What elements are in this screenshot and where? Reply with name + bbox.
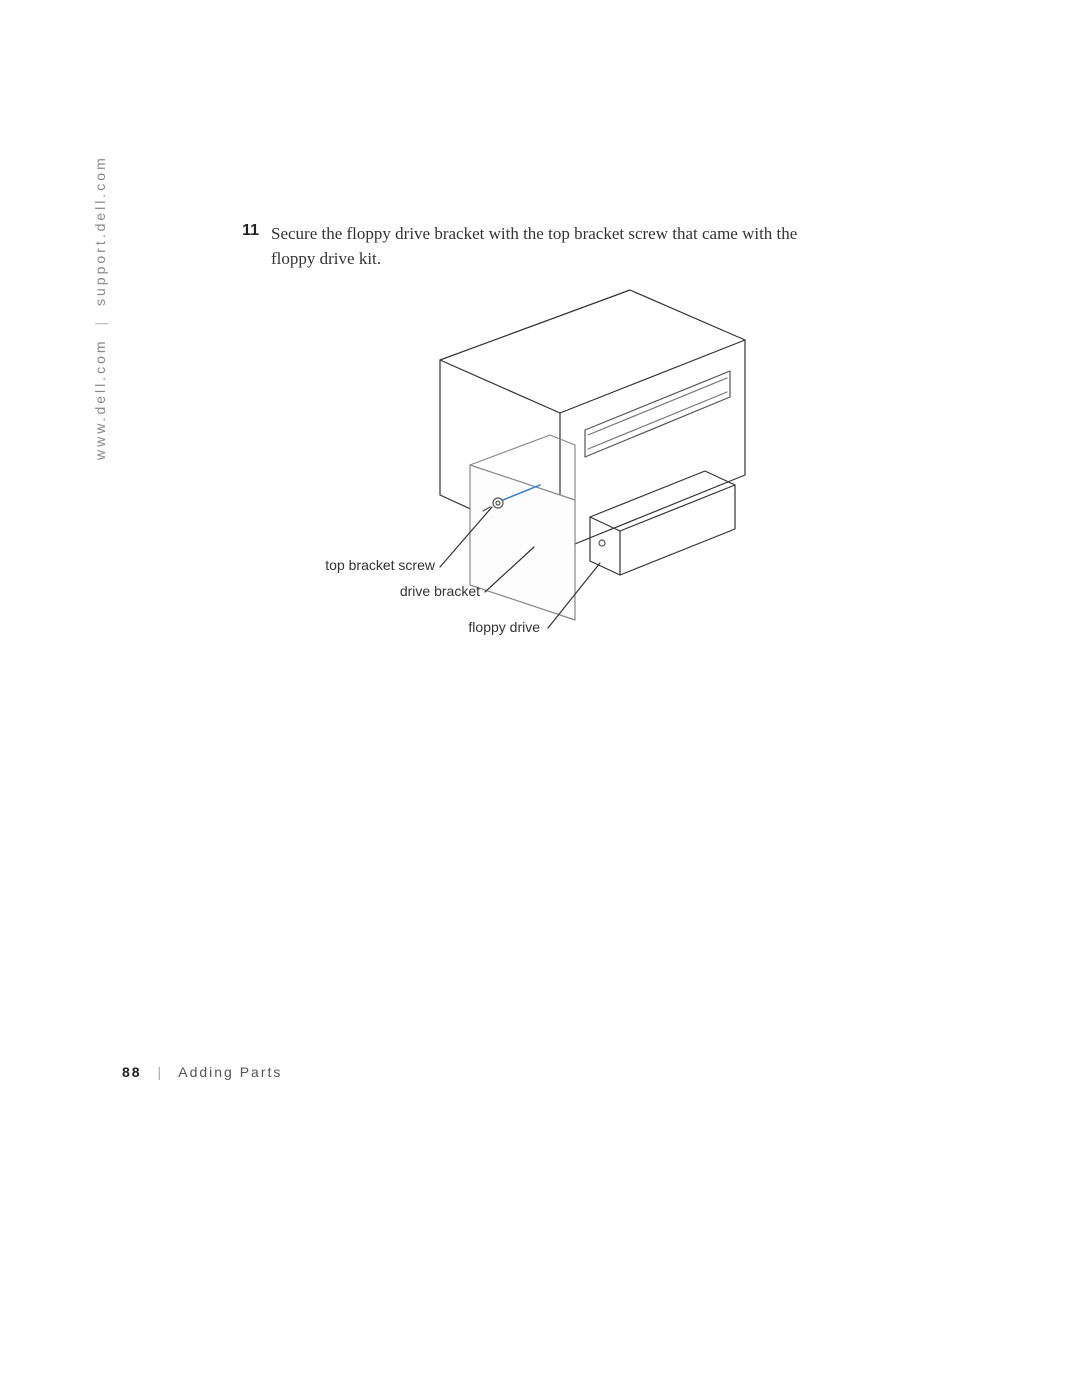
sidebar-url1: www.dell.com	[92, 338, 108, 460]
footer-separator: |	[157, 1064, 163, 1080]
footer-page-number: 88	[122, 1064, 142, 1080]
step-row: 11 Secure the floppy drive bracket with …	[225, 222, 845, 271]
label-top-bracket-screw: top bracket screw	[280, 557, 435, 573]
step-text: Secure the floppy drive bracket with the…	[271, 222, 845, 271]
label-floppy-drive: floppy drive	[400, 619, 540, 635]
sidebar-divider: |	[92, 319, 108, 326]
footer: 88 | Adding Parts	[122, 1064, 282, 1080]
diagram: top bracket screw drive bracket floppy d…	[300, 285, 760, 685]
content-area: 11 Secure the floppy drive bracket with …	[225, 222, 845, 271]
sidebar-urls: www.dell.com | support.dell.com	[92, 155, 108, 460]
sidebar-url2: support.dell.com	[92, 155, 108, 306]
footer-section: Adding Parts	[178, 1064, 282, 1080]
step-number: 11	[225, 222, 271, 240]
label-drive-bracket: drive bracket	[340, 583, 480, 599]
